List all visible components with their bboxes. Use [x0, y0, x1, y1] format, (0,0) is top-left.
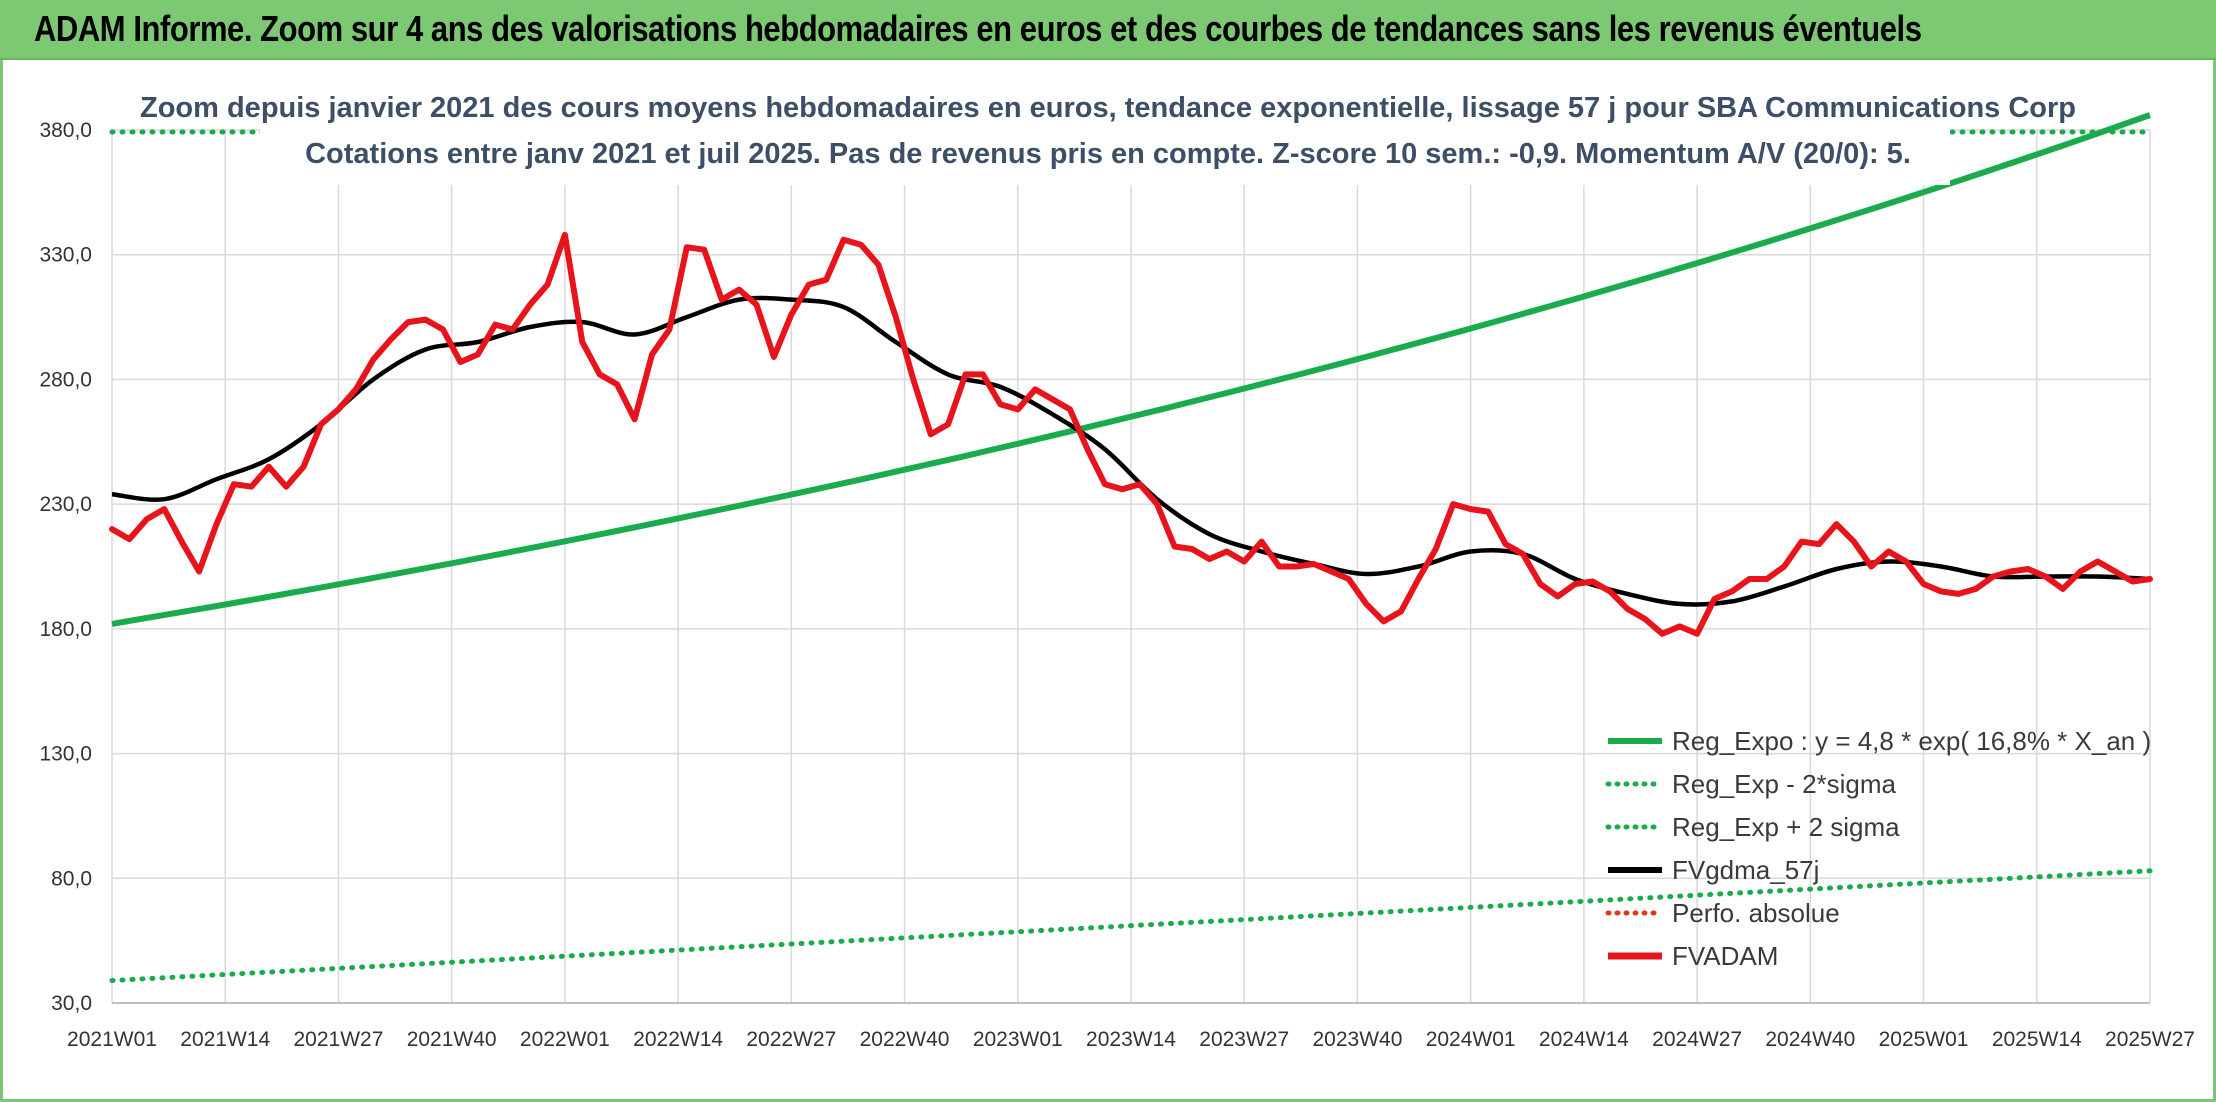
x-tick-label: 2023W01 — [973, 1028, 1063, 1051]
x-tick-label: 2022W27 — [746, 1028, 836, 1051]
x-tick-label: 2025W27 — [2105, 1028, 2195, 1051]
x-tick-label: 2022W40 — [860, 1028, 950, 1051]
y-tick-label: 130,0 — [39, 743, 92, 766]
y-tick-label: 30,0 — [51, 992, 92, 1015]
y-tick-label: 230,0 — [39, 493, 92, 516]
x-tick-label: 2021W14 — [180, 1028, 270, 1051]
x-tick-label: 2023W14 — [1086, 1028, 1176, 1051]
x-tick-label: 2024W27 — [1652, 1028, 1742, 1051]
x-tick-label: 2021W01 — [67, 1028, 157, 1051]
x-tick-label: 2025W01 — [1879, 1028, 1969, 1051]
legend-label: Reg_Expo : y = 4,8 * exp( 16,8% * X_an ) — [1672, 726, 2151, 756]
chart-subtitle: Cotations entre janv 2021 et juil 2025. … — [305, 138, 1911, 170]
legend-label: FVgdma_57j — [1672, 855, 1819, 885]
x-tick-label: 2024W01 — [1426, 1028, 1516, 1051]
x-tick-label: 2022W14 — [633, 1028, 723, 1051]
y-axis-ticks: 380,0 330,0 280,0 230,0 180,0 130,0 80,0 30,0 — [39, 119, 92, 1015]
x-tick-label: 2025W14 — [1992, 1028, 2082, 1051]
chart-legend: Reg_Expo : y = 4,8 * exp( 16,8% * X_an )… — [1605, 726, 2151, 971]
regression-line — [111, 112, 2151, 627]
legend-label: FVADAM — [1672, 941, 1778, 971]
series-lines — [109, 112, 2153, 637]
x-tick-label: 2023W40 — [1312, 1028, 1402, 1051]
x-axis-ticks: 2021W01 2021W14 2021W27 2021W40 2022W01 2022W… — [67, 1028, 2195, 1051]
x-tick-label: 2024W40 — [1765, 1028, 1855, 1051]
chart-title: Zoom depuis janvier 2021 des cours moyen… — [140, 92, 2076, 124]
legend-label: Reg_Exp - 2*sigma — [1672, 769, 1897, 799]
x-tick-label: 2023W27 — [1199, 1028, 1289, 1051]
x-tick-label: 2021W40 — [407, 1028, 497, 1051]
moving-average-line — [111, 295, 2151, 607]
y-tick-label: 80,0 — [51, 867, 92, 890]
legend-label: Reg_Exp + 2 sigma — [1672, 812, 1900, 842]
legend-label: Perfo. absolue — [1672, 898, 1840, 928]
y-tick-label: 180,0 — [39, 618, 92, 641]
x-tick-label: 2021W27 — [293, 1028, 383, 1051]
lower-sigma-band — [109, 868, 2153, 984]
y-tick-label: 280,0 — [39, 368, 92, 391]
price-line — [109, 231, 2153, 637]
chart-grid — [111, 129, 2151, 1004]
report-banner: ADAM Informe. Zoom sur 4 ans des valoris… — [0, 0, 2216, 60]
y-tick-label: 330,0 — [39, 244, 92, 267]
y-tick-label: 380,0 — [39, 119, 92, 142]
report-title: ADAM Informe. Zoom sur 4 ans des valoris… — [34, 8, 1922, 49]
x-tick-label: 2022W01 — [520, 1028, 610, 1051]
title-background — [260, 95, 1950, 185]
x-tick-label: 2024W14 — [1539, 1028, 1629, 1051]
